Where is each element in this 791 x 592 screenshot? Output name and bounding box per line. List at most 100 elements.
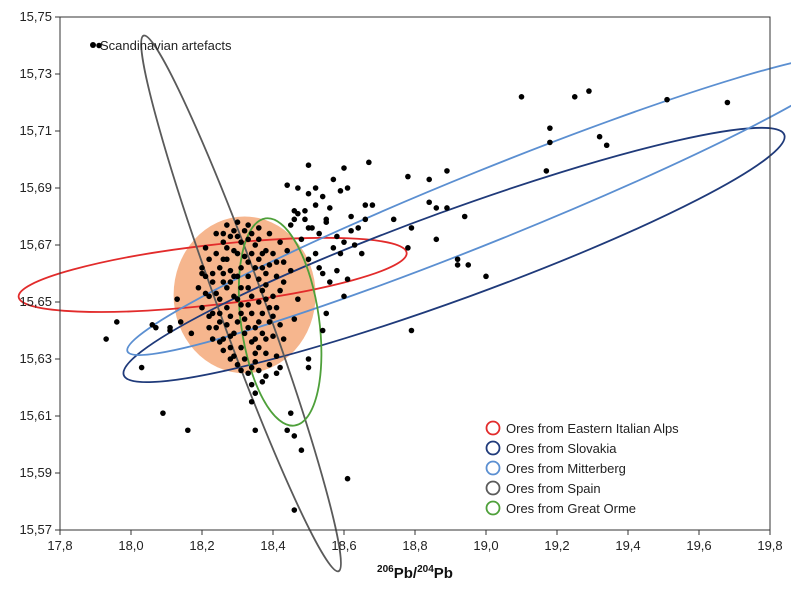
- data-point-73: [664, 96, 670, 103]
- data-point-71: [596, 133, 603, 140]
- data-point-195: [252, 324, 259, 331]
- data-point-27: [305, 364, 312, 371]
- legend-label-1: Ores from Slovakia: [506, 441, 617, 456]
- data-point-25: [273, 370, 280, 377]
- data-point-145: [213, 324, 219, 331]
- data-point-175: [263, 270, 269, 277]
- x-axis-title: 206Pb/204Pb: [377, 564, 453, 582]
- data-point-44: [355, 225, 362, 231]
- data-point-156: [248, 310, 255, 317]
- data-point-185: [206, 293, 212, 300]
- data-point-37: [312, 250, 319, 257]
- data-point-33: [334, 267, 340, 274]
- data-point-60: [454, 262, 461, 268]
- data-point-35: [344, 276, 351, 283]
- data-point-228: [234, 361, 241, 368]
- data-point-120: [224, 222, 230, 228]
- data-point-66: [543, 168, 550, 174]
- legend-label-3: Ores from Spain: [506, 481, 601, 496]
- data-point-182: [220, 347, 227, 354]
- data-point-214: [259, 265, 266, 271]
- data-point-70: [586, 88, 592, 94]
- data-point-57: [444, 168, 450, 174]
- data-point-77: [295, 185, 301, 191]
- data-point-54: [426, 199, 433, 206]
- data-point-24: [263, 373, 269, 379]
- data-point-132: [245, 236, 251, 243]
- data-point-117: [199, 265, 205, 271]
- x-tick-label-10: 19,8: [757, 538, 782, 553]
- data-point-172: [241, 253, 248, 260]
- data-point-225: [227, 333, 234, 340]
- data-point-179: [252, 350, 259, 357]
- data-point-78: [305, 162, 312, 168]
- x-tick-label-6: 19,0: [473, 538, 498, 553]
- data-point-111: [238, 367, 244, 374]
- data-point-52: [405, 245, 411, 251]
- data-point-184: [206, 313, 212, 320]
- data-point-1: [103, 336, 109, 342]
- highlight-disc: [173, 216, 316, 374]
- data-point-173: [248, 250, 255, 257]
- data-point-176: [270, 293, 276, 300]
- data-point-202: [231, 227, 237, 234]
- data-point-19: [344, 475, 351, 482]
- legend-marker-2: [485, 460, 501, 476]
- data-point-213: [234, 233, 241, 240]
- legend-label-0: Ores from Eastern Italian Alps: [506, 421, 679, 436]
- data-point-28: [305, 356, 312, 362]
- data-point-188: [227, 267, 234, 274]
- data-point-222: [238, 310, 244, 317]
- x-tick-label-1: 18,0: [118, 538, 143, 553]
- data-point-118: [202, 245, 209, 251]
- data-point-227: [252, 359, 259, 365]
- data-point-48: [366, 159, 372, 166]
- data-point-115: [199, 304, 205, 311]
- data-point-68: [547, 125, 553, 131]
- data-point-100: [312, 185, 319, 191]
- data-point-128: [216, 265, 223, 271]
- data-point-20: [248, 398, 255, 405]
- data-point-199: [255, 236, 262, 243]
- data-point-69: [571, 94, 578, 100]
- y-tick-label-1: 15,59: [19, 465, 52, 480]
- data-point-102: [284, 247, 291, 254]
- data-point-2: [114, 319, 120, 325]
- data-point-99: [327, 205, 333, 211]
- data-point-42: [348, 227, 354, 234]
- data-point-223: [245, 324, 251, 331]
- data-point-10: [177, 319, 184, 325]
- data-point-14: [284, 427, 291, 434]
- data-point-88: [298, 236, 305, 243]
- data-point-136: [273, 273, 280, 280]
- data-point-34: [341, 293, 347, 300]
- data-point-8: [167, 327, 173, 334]
- data-point-53: [426, 176, 433, 183]
- data-point-32: [327, 279, 333, 285]
- data-point-84: [337, 188, 344, 194]
- data-point-98: [334, 233, 340, 240]
- data-point-167: [234, 296, 241, 302]
- data-point-9: [174, 296, 180, 302]
- data-point-131: [238, 239, 244, 245]
- data-point-38: [316, 230, 322, 237]
- data-point-93: [309, 225, 315, 231]
- data-point-158: [234, 319, 241, 325]
- data-point-133: [252, 242, 259, 248]
- data-point-178: [263, 336, 269, 342]
- data-point-190: [213, 290, 219, 297]
- data-point-208: [255, 344, 262, 351]
- data-point-104: [295, 296, 301, 302]
- data-point-17: [298, 447, 305, 454]
- data-point-23: [259, 379, 266, 385]
- data-point-150: [238, 265, 244, 271]
- data-point-3: [138, 364, 145, 371]
- data-point-80: [312, 202, 319, 208]
- legend-marker-4: [485, 500, 501, 516]
- x-tick-label-4: 18,6: [331, 538, 356, 553]
- data-point-174: [255, 256, 262, 263]
- data-point-218: [245, 273, 251, 280]
- data-point-58: [444, 205, 450, 211]
- data-point-170: [227, 233, 234, 240]
- data-point-110: [245, 370, 251, 377]
